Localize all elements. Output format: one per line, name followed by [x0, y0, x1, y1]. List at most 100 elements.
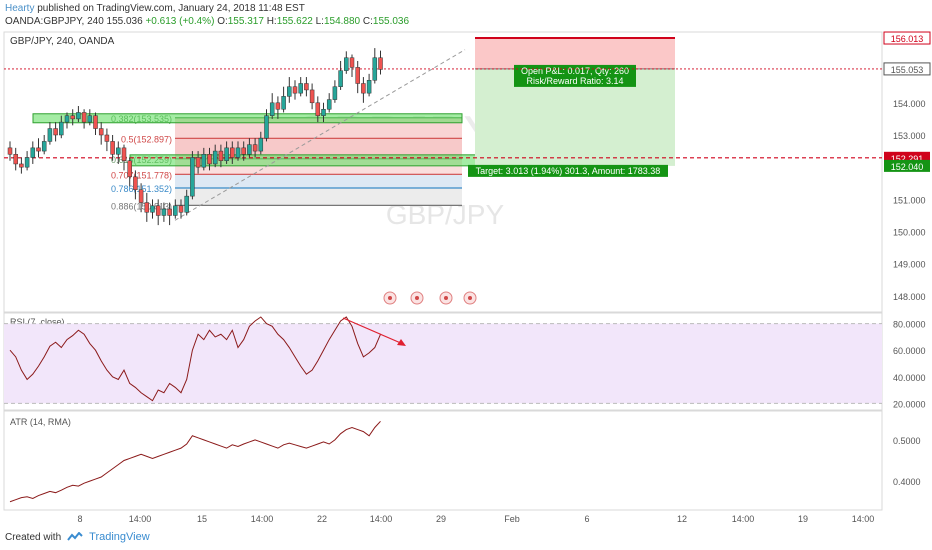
candle-body	[53, 128, 58, 136]
candle-body	[13, 154, 18, 165]
position-pnl-box	[514, 64, 636, 87]
candle-body	[127, 160, 132, 178]
time-tick-label: 14:00	[732, 514, 755, 524]
candle-body	[235, 147, 241, 158]
candle-body	[344, 57, 349, 71]
tradingview-logo-icon	[67, 532, 83, 541]
price-badge-1	[883, 62, 931, 76]
fib-zone-707-786	[175, 174, 462, 189]
candle-body	[110, 141, 115, 155]
candle-body	[349, 57, 355, 68]
open-value: 155.317	[227, 16, 264, 27]
candle-body	[167, 208, 172, 216]
time-tick-label: 8	[77, 514, 82, 524]
candle-body	[264, 115, 269, 139]
published-text: published on TradingView.com, January 24…	[37, 3, 305, 14]
candle-body	[93, 115, 98, 129]
candle-body	[332, 86, 338, 100]
rsi-divergence-arrow[interactable]	[342, 317, 404, 345]
rsi-line	[9, 316, 381, 402]
position-stop-zone[interactable]	[475, 38, 675, 69]
time-tick-label: 15	[197, 514, 207, 524]
price-badge-text-2: 152.291	[891, 154, 924, 164]
candle-body	[190, 157, 195, 197]
event-icon-3-dot	[444, 296, 448, 300]
resistance-zone-box[interactable]	[32, 113, 463, 124]
candle-body	[24, 157, 30, 168]
fib-zone-500-618	[175, 138, 462, 159]
candle-body	[218, 150, 224, 161]
candle-body	[87, 115, 93, 123]
trend-line[interactable]	[174, 49, 466, 221]
created-with-text: Created with	[5, 531, 62, 543]
atr-tick-label: 0.4000	[893, 477, 921, 487]
candle-body	[7, 147, 13, 155]
rsi-tick-label: 80.0000	[893, 320, 926, 330]
price-tick-label: 154.000	[893, 99, 926, 109]
rsi-tick-label: 60.0000	[893, 346, 926, 356]
price-tick-label: 148.000	[893, 292, 926, 302]
candle-body	[47, 128, 53, 142]
candle-body	[281, 96, 286, 110]
candle-body	[212, 150, 218, 165]
close-label: C:	[362, 16, 373, 27]
candle-body	[64, 115, 70, 123]
price-tick-label: 151.000	[893, 195, 926, 205]
price-badge-0	[883, 31, 931, 45]
price-badge-text-3: 152.040	[891, 162, 924, 172]
rsi-arrow-head	[397, 339, 406, 346]
price-tick-label: 153.000	[893, 131, 926, 141]
candle-body	[195, 157, 201, 168]
event-icon-1-dot	[388, 296, 392, 300]
price-badge-text-0: 156.013	[891, 34, 924, 44]
candle-body	[41, 141, 47, 152]
candle-body	[366, 80, 372, 94]
position-rr-text: Risk/Reward Ratio: 3.14	[526, 76, 623, 86]
price-badge-text-1: 155.053	[891, 65, 924, 75]
candle-body	[361, 83, 366, 94]
time-tick-label: 14:00	[251, 514, 274, 524]
candle-body	[247, 144, 252, 155]
candle-body	[207, 154, 212, 165]
fib-label-1: 0.5(152.897)	[121, 134, 172, 144]
support-zone-box[interactable]	[129, 154, 499, 167]
time-tick-label: 12	[677, 514, 687, 524]
candle-body	[98, 128, 104, 136]
candle-body	[298, 83, 303, 94]
candle-body	[304, 83, 309, 91]
candle-body	[292, 86, 298, 94]
fib-zone-786-886	[175, 188, 462, 206]
close-value: 155.036	[372, 16, 410, 27]
time-tick-label: 19	[798, 514, 808, 524]
tradingview-brand[interactable]: TradingView	[89, 531, 150, 543]
publish-line: Hearty published on TradingView.com, Jan…	[5, 3, 305, 14]
price-tick-label: 149.000	[893, 260, 926, 270]
candle-body	[201, 154, 207, 168]
low-value: 154.880	[323, 16, 361, 27]
fib-label-3: 0.707(151.778)	[111, 170, 172, 180]
candle-body	[315, 102, 321, 116]
author-link[interactable]: Hearty	[5, 3, 35, 14]
candle-body	[230, 147, 235, 158]
atr-line	[9, 420, 381, 503]
candle-body	[184, 195, 189, 213]
candle-body	[121, 147, 127, 161]
time-tick-label: 14:00	[370, 514, 393, 524]
candle-body	[150, 205, 155, 213]
candle-body	[309, 89, 315, 104]
time-tick-label: 22	[317, 514, 327, 524]
candle-body	[321, 108, 326, 116]
position-target-text: Target: 3.013 (1.94%) 301.3, Amount: 178…	[476, 166, 661, 176]
last-price: 155.036	[106, 16, 143, 27]
candle-body	[161, 208, 167, 216]
candle-body	[36, 147, 41, 152]
candle-body	[173, 205, 178, 216]
candle-body	[138, 189, 144, 203]
candle-body	[76, 112, 81, 120]
rsi-tick-label: 20.0000	[893, 399, 926, 409]
candle-body	[372, 57, 378, 81]
position-pnl-text: Open P&L: 0.017, Qty: 260	[521, 66, 629, 76]
candle-body	[275, 102, 281, 110]
event-icon-4-dot	[468, 296, 472, 300]
